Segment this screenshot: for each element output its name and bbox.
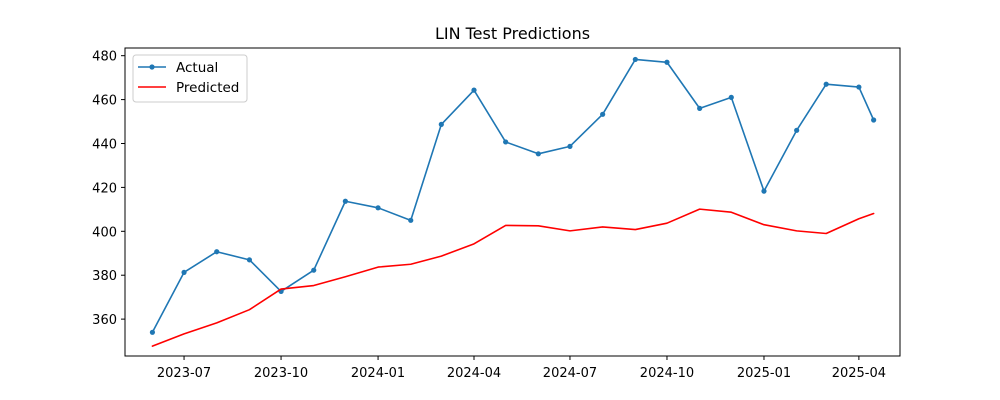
x-axis: 2023-07 2023-10 2024-01 2024-04 2024-07 2024-… [157, 356, 886, 381]
x-tick-label: 2023-10 [254, 366, 308, 381]
x-tick-label: 2023-07 [157, 366, 211, 381]
x-tick-label: 2024-07 [543, 366, 597, 381]
legend-marker-actual [149, 64, 155, 70]
data-point-actual [632, 56, 638, 63]
data-point-actual [697, 105, 703, 111]
data-point-actual [342, 198, 348, 204]
data-point-actual [375, 205, 381, 211]
y-tick-label: 440 [92, 137, 117, 152]
data-point-actual [664, 59, 670, 65]
data-point-actual [214, 249, 220, 255]
data-point-actual [856, 84, 862, 90]
data-point-actual [535, 151, 541, 157]
data-point-actual [471, 87, 477, 93]
series-line-predicted [151, 208, 875, 347]
y-tick-label: 460 [92, 94, 117, 109]
plot-area-frame [124, 47, 901, 357]
data-point-actual [600, 111, 606, 117]
legend: Actual Predicted [132, 54, 248, 103]
data-point-actual [408, 217, 414, 223]
data-point-actual [871, 117, 877, 123]
data-point-actual [823, 81, 829, 87]
y-tick-label: 380 [92, 269, 117, 284]
x-tick-label: 2024-10 [640, 366, 694, 381]
data-point-actual [794, 127, 800, 133]
series-line-actual [151, 58, 875, 334]
data-point-actual [503, 139, 509, 145]
data-point-actual [246, 257, 253, 263]
y-tick-label: 420 [92, 181, 117, 196]
x-tick-label: 2024-04 [447, 366, 501, 381]
y-tick-label: 400 [92, 225, 117, 240]
legend-label-actual: Actual [176, 60, 218, 76]
data-point-actual [181, 269, 187, 275]
y-axis: 360 380 400 420 440 460 480 [92, 50, 125, 328]
x-tick-label: 2025-04 [832, 366, 886, 381]
x-tick-label: 2024-01 [351, 366, 405, 381]
legend-label-predicted: Predicted [176, 80, 239, 96]
data-point-actual [149, 329, 156, 335]
data-point-actual [311, 267, 317, 273]
chart-title: LIN Test Predictions [435, 24, 590, 43]
data-point-actual [567, 143, 573, 149]
x-tick-label: 2025-01 [737, 366, 791, 381]
y-tick-label: 360 [92, 313, 117, 328]
data-point-actual [761, 188, 767, 194]
data-point-actual [728, 94, 734, 100]
data-point-actual [438, 121, 444, 127]
y-tick-label: 480 [92, 50, 117, 65]
series-layer [149, 56, 877, 347]
